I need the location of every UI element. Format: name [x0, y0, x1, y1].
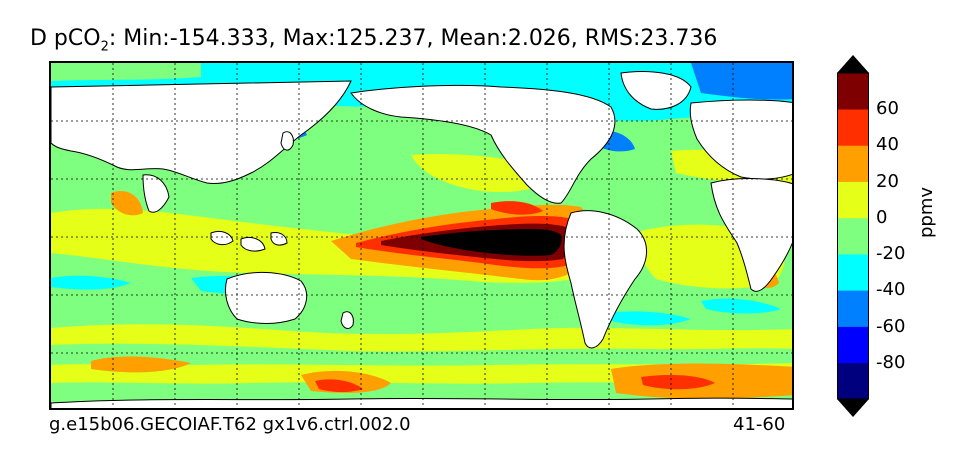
upwelling-core [421, 229, 562, 256]
india-landmass [142, 174, 170, 213]
colorbar-tick-label: -40 [876, 279, 906, 301]
colorbar-bin [837, 109, 869, 146]
run-identifier: g.e15b06.GECOIAF.T62 gx1v6.ctrl.002.0 [49, 414, 411, 435]
colorbar-over-arrow [837, 55, 869, 73]
southern-cyan-patch [701, 298, 781, 314]
southern-red-patch [641, 375, 715, 390]
island-landmass [210, 230, 234, 246]
colorbar-bin [837, 326, 869, 364]
colorbar-under-arrow [837, 399, 869, 417]
colorbar-bin [837, 362, 869, 400]
colorbar [837, 55, 869, 417]
equatorial-red-patch [491, 201, 543, 215]
japan-landmass [280, 131, 294, 151]
graticule [51, 63, 792, 408]
colorbar-tick-label: 60 [876, 98, 899, 120]
land-masses [51, 71, 792, 408]
southern-orange-patch [91, 356, 191, 373]
arctic-blue-region [691, 63, 792, 100]
colorbar-frame [837, 72, 869, 400]
colorbar-tick-label: -20 [876, 243, 906, 265]
south-america-landmass [563, 210, 647, 349]
island-landmass [270, 232, 288, 246]
southern-cyan-patch [51, 275, 131, 290]
colorbar-tick-label: 20 [876, 170, 899, 192]
australia-landmass [224, 271, 308, 324]
pco2-anomaly-map [51, 63, 792, 408]
southern-red-patch [315, 379, 363, 392]
antarctica-landmass [51, 397, 792, 408]
island-landmass [240, 236, 266, 252]
arabian-sea-orange-patch [111, 191, 143, 216]
colorbar-bin [837, 145, 869, 182]
colorbar-tick-label: 0 [876, 206, 888, 228]
new-zealand-landmass [340, 311, 354, 329]
colorbar-bins [837, 73, 869, 400]
colorbar-tick-label: 40 [876, 134, 899, 156]
map-panel [49, 61, 794, 410]
colorbar-bin [837, 181, 869, 219]
plot-title: D pCO2: Min:-154.333, Max:125.237, Mean:… [30, 26, 718, 55]
colorbar-bin [837, 73, 869, 110]
southern-cyan-patch [606, 311, 691, 326]
colorbar-label: ppmv [916, 186, 937, 238]
colorbar-tick-label: -80 [876, 351, 906, 373]
africa-landmass [710, 178, 792, 292]
year-range: 41-60 [733, 414, 786, 435]
colorbar-tick-label: -60 [876, 315, 906, 337]
colorbar-bin [837, 217, 869, 255]
eurasia-landmass [51, 80, 352, 184]
colorbar-bin [837, 290, 869, 327]
arctic-green-strip [51, 63, 201, 81]
subantarctic-green-band [51, 343, 792, 366]
greenland-landmass [620, 71, 692, 110]
colorbar-bin [837, 254, 869, 291]
